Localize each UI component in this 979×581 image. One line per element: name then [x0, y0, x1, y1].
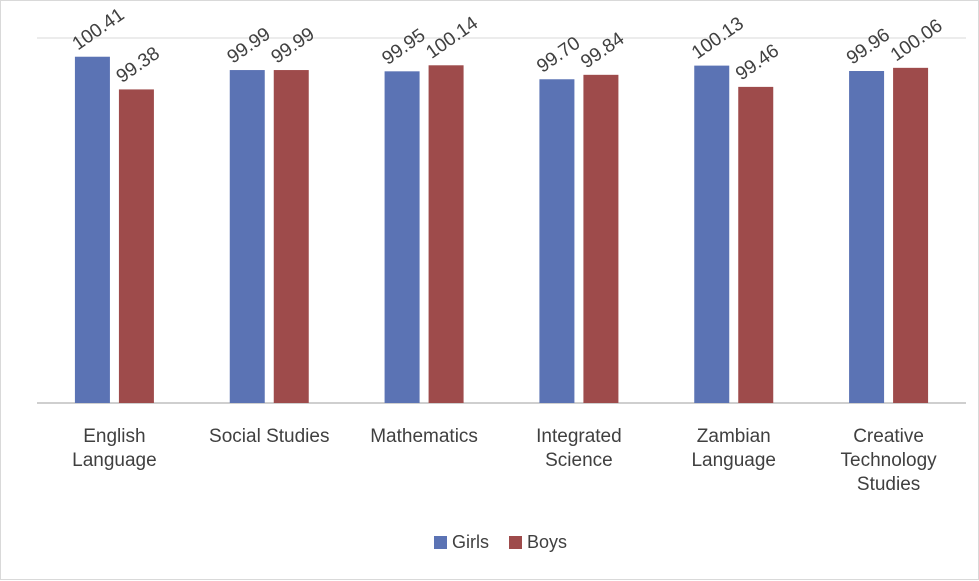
data-label-girls-0: 100.41	[69, 4, 129, 55]
data-label-boys-5: 100.06	[887, 15, 947, 66]
data-label-girls-2: 99.95	[378, 25, 429, 69]
legend-label-boys: Boys	[527, 532, 567, 552]
category-label-4: Zambian Language	[691, 426, 776, 471]
bar-girls-0	[74, 56, 110, 404]
legend-swatch-boys	[509, 536, 522, 549]
data-label-boys-3: 99.84	[577, 28, 628, 73]
data-label-boys-4: 99.46	[732, 41, 783, 85]
bar-girls-3	[539, 79, 575, 404]
bar-boys-2	[428, 65, 464, 403]
data-label-boys-0: 99.38	[113, 43, 164, 87]
data-label-girls-5: 99.96	[843, 25, 894, 69]
category-label-2: Mathematics	[370, 426, 478, 447]
bar-girls-5	[849, 71, 885, 403]
data-label-girls-1: 99.99	[224, 24, 275, 68]
bar-girls-4	[694, 65, 730, 404]
legend-label-girls: Girls	[452, 532, 489, 552]
data-label-boys-1: 99.99	[268, 24, 319, 68]
bar-boys-0	[118, 89, 154, 403]
bar-girls-1	[229, 70, 265, 403]
bar-boys-1	[273, 70, 309, 403]
category-label-0: English Language	[72, 426, 157, 471]
category-label-1: Social Studies	[209, 426, 329, 447]
bar-girls-2	[384, 71, 420, 404]
legend-swatch-girls	[434, 536, 447, 549]
bar-boys-5	[893, 67, 929, 404]
category-label-3: Integrated Science	[536, 426, 622, 471]
bar-boys-4	[738, 86, 774, 403]
bar-boys-3	[583, 74, 619, 404]
category-label-5: Creative Technology Studies	[841, 426, 938, 495]
